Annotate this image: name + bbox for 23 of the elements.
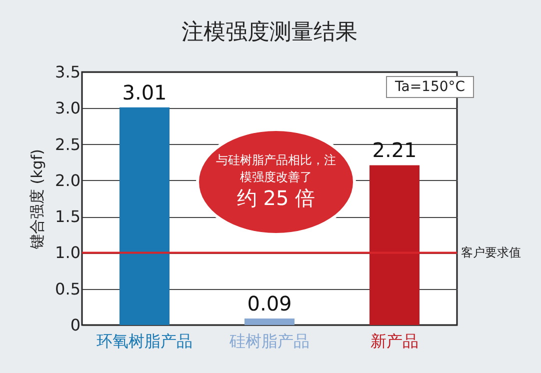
y-axis-title: 键合强度 (kgf) bbox=[28, 149, 46, 250]
ref-line-label: 客户要求值 bbox=[461, 246, 521, 260]
y-tick-label: 1.0 bbox=[55, 243, 80, 262]
annotation: 与硅树脂产品相比，注模强度改善了 bbox=[216, 152, 336, 185]
data-label: 2.21 bbox=[372, 138, 417, 162]
bar bbox=[370, 165, 420, 325]
chart-title: 注模强度测量结果 bbox=[182, 20, 358, 45]
y-tick-label: 1.5 bbox=[55, 207, 80, 226]
y-tick-label: 3.5 bbox=[55, 62, 80, 82]
bar bbox=[244, 318, 294, 325]
annotation: 约 25 倍 bbox=[236, 184, 316, 212]
data-label: 3.01 bbox=[122, 80, 167, 104]
annotation: Ta=150°C bbox=[386, 76, 474, 98]
y-tick-label: 0.5 bbox=[55, 279, 80, 298]
y-tick-label: 3.0 bbox=[55, 98, 80, 118]
x-tick-label: 环氧树脂产品 bbox=[96, 332, 192, 350]
x-tick-label: 新产品 bbox=[370, 332, 418, 350]
y-tick-label: 2.0 bbox=[55, 170, 80, 190]
y-tick-label: 0 bbox=[70, 316, 80, 334]
y-tick-label: 2.5 bbox=[55, 134, 80, 154]
bar bbox=[120, 107, 170, 325]
data-label: 0.09 bbox=[247, 291, 292, 316]
x-tick-label: 硅树脂产品 bbox=[228, 332, 310, 350]
